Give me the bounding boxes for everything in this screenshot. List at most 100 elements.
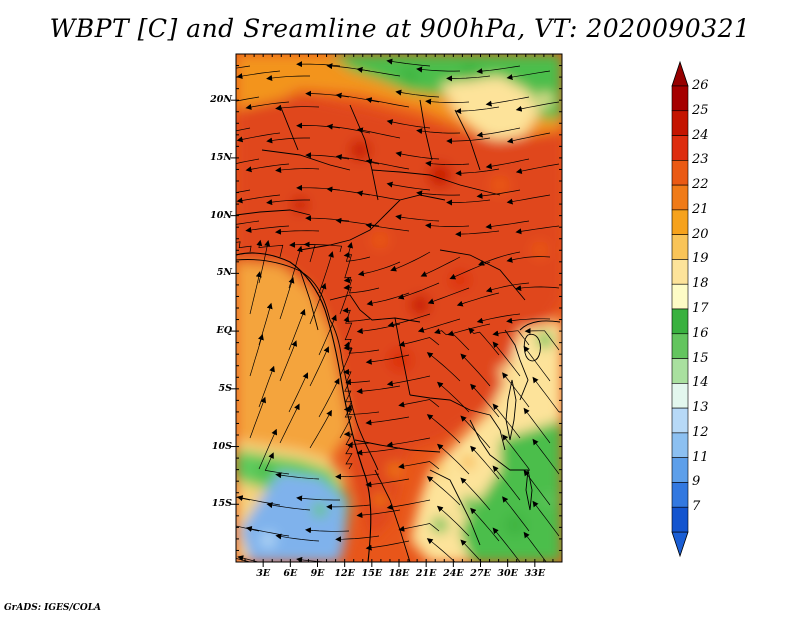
colorbar-segment	[671, 432, 689, 458]
streamline	[318, 377, 340, 418]
colorbar-arrow-top	[671, 60, 689, 87]
country-border	[236, 259, 331, 321]
axis-ticks	[231, 54, 562, 567]
streamline	[523, 531, 547, 562]
field-patch	[373, 493, 387, 507]
field-patch	[505, 515, 525, 535]
streamline	[398, 461, 440, 470]
streamline	[426, 414, 461, 444]
streamline	[343, 431, 371, 445]
streamline	[236, 495, 281, 506]
field-patch	[432, 517, 448, 533]
streamline	[357, 261, 401, 277]
streamline	[266, 137, 310, 144]
streamline	[492, 330, 530, 346]
streamline	[275, 472, 320, 480]
wbpt-field	[236, 54, 562, 562]
streamline	[523, 469, 551, 506]
streamline	[485, 220, 530, 230]
streamline	[356, 385, 401, 395]
lat-label: 10N	[210, 209, 232, 221]
streamline	[343, 368, 371, 384]
colorbar-label: 14	[692, 375, 709, 391]
streamline	[335, 217, 380, 227]
streamline	[275, 105, 320, 111]
field-patch	[537, 332, 553, 348]
streamline	[266, 199, 310, 206]
lake-tanganyika	[505, 379, 517, 441]
streamline	[425, 160, 470, 167]
streamline	[236, 127, 251, 132]
streamline	[476, 65, 521, 75]
country-border	[371, 169, 501, 196]
lake-malawi	[525, 469, 533, 511]
streamline	[245, 163, 290, 173]
streamline	[236, 96, 260, 102]
field-patch	[434, 464, 446, 476]
colorbar-segment	[671, 110, 689, 136]
colorbar-label: 26	[692, 78, 709, 93]
streamline	[279, 403, 300, 444]
streamline	[296, 495, 340, 502]
streamline	[275, 167, 320, 173]
lon-label: 24E	[443, 568, 464, 579]
colorbar-label: 12	[692, 424, 709, 440]
colorbar-label: 23	[692, 152, 709, 168]
streamline	[460, 539, 482, 562]
streamline	[506, 132, 551, 144]
streamline	[305, 90, 350, 98]
country-border	[354, 439, 441, 453]
streamline	[249, 333, 264, 377]
field-patch	[530, 445, 550, 465]
field-patch	[514, 346, 526, 358]
streamline	[318, 314, 337, 356]
streamline	[455, 106, 500, 115]
streamline	[309, 409, 332, 449]
streamline	[426, 538, 456, 562]
streamline	[506, 317, 551, 324]
colorbar-segment	[671, 209, 689, 235]
map-area	[236, 54, 562, 562]
field-patch	[387, 462, 403, 478]
streamline	[515, 163, 560, 175]
colorbar-segment	[671, 308, 689, 335]
streamline	[365, 354, 410, 365]
streamline	[468, 327, 500, 356]
streamline	[236, 70, 281, 79]
colorbar-label: 24	[692, 127, 709, 143]
colorbar-segment	[671, 85, 689, 112]
streamline	[485, 96, 530, 107]
streamline	[305, 527, 350, 534]
streamline	[245, 525, 290, 537]
colorbar-segment	[671, 234, 689, 260]
colorbar-label: 9	[692, 474, 701, 490]
streamline	[365, 158, 410, 170]
streamline	[296, 61, 341, 68]
streamline	[365, 540, 410, 551]
streamline	[420, 256, 461, 277]
field-patch	[498, 365, 512, 379]
streamline	[426, 352, 461, 382]
streamline	[523, 407, 551, 444]
field-patch	[313, 503, 327, 517]
streamline	[236, 65, 251, 69]
country-border	[419, 99, 433, 161]
streamline	[245, 101, 290, 110]
streamline	[524, 328, 560, 351]
streamline	[478, 251, 521, 266]
colorbar	[671, 60, 689, 558]
field-patch	[428, 163, 452, 187]
colorbar-label: 7	[692, 499, 701, 515]
country-border	[299, 214, 386, 251]
colorbar-label: 25	[692, 102, 709, 118]
streamline	[476, 313, 521, 324]
streamline	[345, 441, 353, 470]
streamline	[279, 340, 297, 382]
country-border	[519, 320, 561, 331]
field-patch	[531, 241, 549, 259]
country-border	[429, 469, 481, 546]
lat-label: 20N	[210, 94, 232, 106]
streamline	[390, 251, 431, 272]
streamline	[386, 119, 431, 129]
streamline	[387, 313, 431, 328]
